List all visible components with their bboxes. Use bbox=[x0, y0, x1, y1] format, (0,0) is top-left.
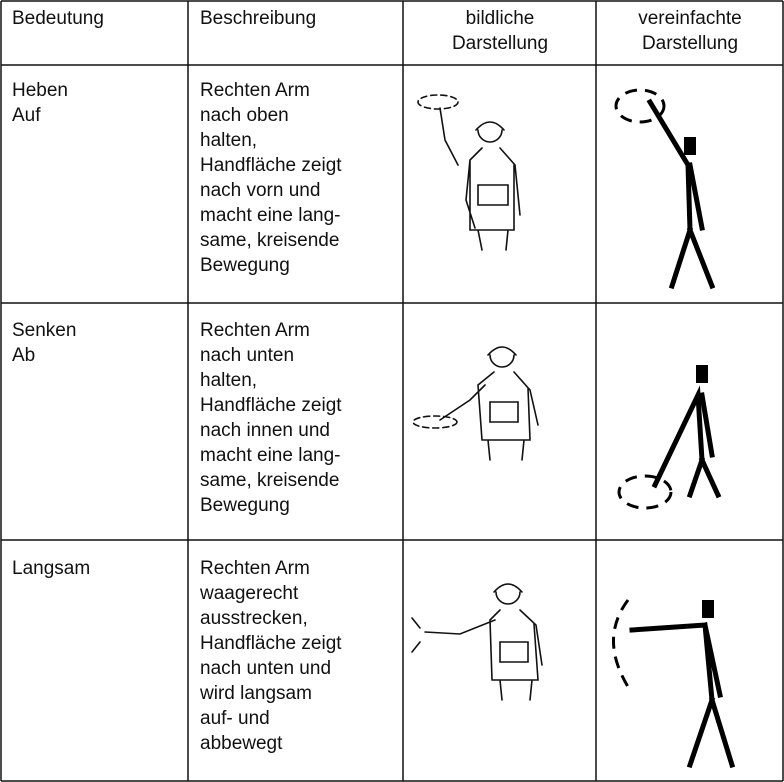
description-cell: ausstrecken, bbox=[200, 608, 308, 629]
description-cell: nach oben bbox=[200, 105, 289, 126]
description-cell: Handfläche zeigt bbox=[200, 155, 342, 176]
worker-drawing-slow bbox=[411, 583, 543, 701]
description-cell: nach vorn und bbox=[200, 180, 320, 201]
description-cell: abbewegt bbox=[200, 733, 283, 754]
meaning-cell: Senken bbox=[12, 320, 76, 341]
stick-figure-lower bbox=[617, 365, 722, 510]
description-cell: nach unten bbox=[200, 345, 294, 366]
description-cell: Rechten Arm bbox=[200, 80, 310, 101]
description-cell: Rechten Arm bbox=[200, 558, 310, 579]
description-cell: Handfläche zeigt bbox=[200, 395, 342, 416]
description-cell: Bewegung bbox=[200, 255, 290, 276]
description-cell: wird langsam bbox=[199, 683, 312, 704]
description-cell: macht eine lang- bbox=[200, 445, 340, 466]
worker-drawing-lower bbox=[412, 346, 539, 461]
header-cell: Beschreibung bbox=[200, 8, 316, 29]
description-cell: waagerecht bbox=[199, 583, 299, 604]
description-cell: nach innen und bbox=[200, 420, 330, 441]
description-cell: Bewegung bbox=[200, 495, 290, 516]
header-cell: Bedeutung bbox=[12, 8, 104, 29]
stick-figure-slow bbox=[612, 599, 736, 769]
description-cell: Handfläche zeigt bbox=[200, 633, 342, 654]
description-cell: nach unten und bbox=[200, 658, 331, 679]
stick-figure-raise bbox=[614, 88, 716, 290]
description-cell: same, kreisende bbox=[200, 470, 339, 491]
description-cell: Rechten Arm bbox=[200, 320, 310, 341]
description-cell: halten, bbox=[200, 370, 257, 391]
description-cell: halten, bbox=[200, 130, 257, 151]
meaning-cell: Ab bbox=[12, 345, 35, 366]
meaning-cell: Auf bbox=[12, 105, 41, 126]
table-text: Bedeutung Beschreibung bildliche Darstellun… bbox=[12, 8, 742, 754]
worker-drawing-raise bbox=[417, 94, 521, 251]
meaning-cell: Langsam bbox=[12, 558, 90, 579]
header-cell: bildliche bbox=[466, 8, 535, 29]
meaning-cell: Heben bbox=[12, 80, 68, 101]
description-cell: macht eine lang- bbox=[200, 205, 340, 226]
header-cell: Darstellung bbox=[452, 33, 548, 54]
description-cell: same, kreisende bbox=[200, 230, 339, 251]
description-cell: auf- und bbox=[200, 708, 270, 729]
header-cell: Darstellung bbox=[642, 33, 738, 54]
header-cell: vereinfachte bbox=[638, 8, 742, 29]
